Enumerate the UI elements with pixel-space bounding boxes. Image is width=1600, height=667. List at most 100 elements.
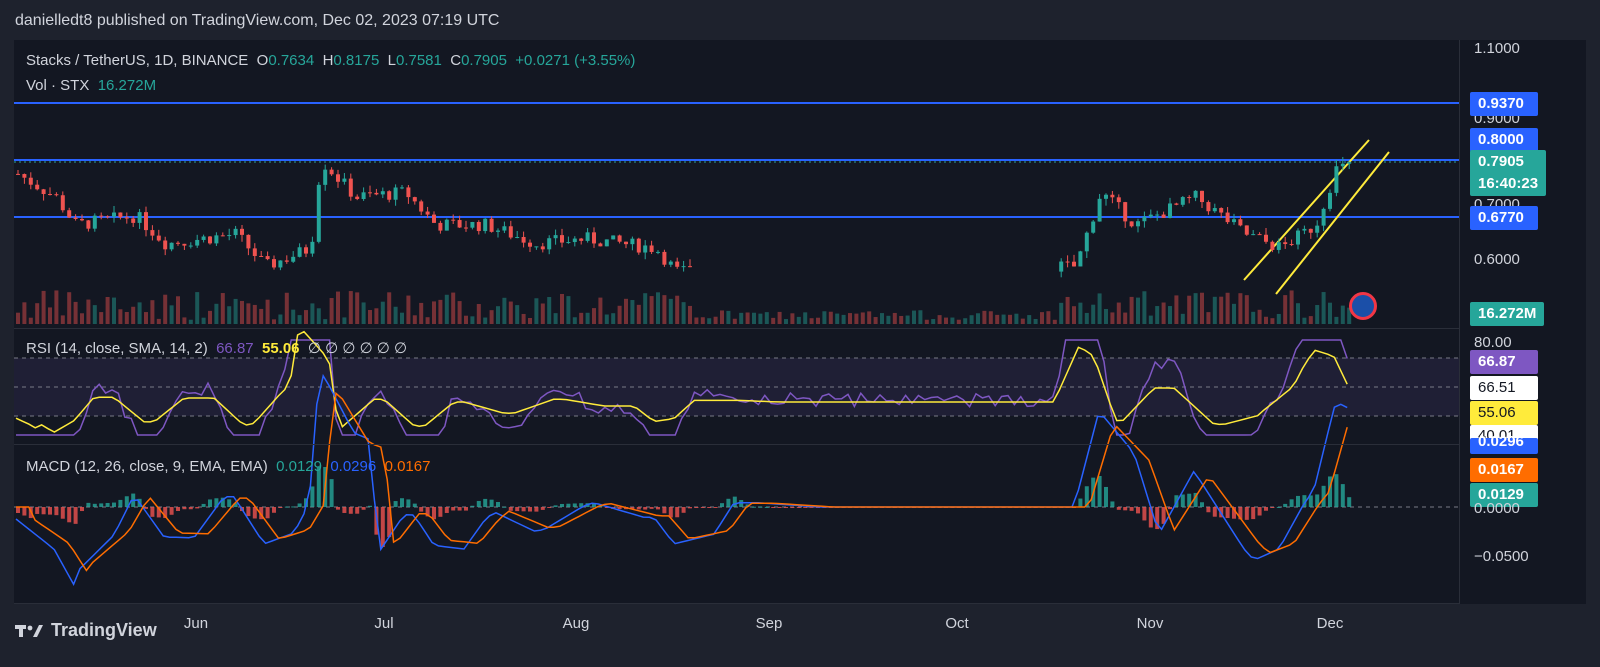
volume-bar [796,316,801,324]
price-badge-0677: 0.6770 [1470,206,1538,230]
macd-hist-bar [1084,486,1089,507]
volume-label[interactable]: Vol · STX [26,77,90,94]
volume-bar [16,312,20,324]
candle-body [137,212,142,223]
volume-bar [982,310,987,324]
volume-bar [99,312,104,324]
candle-body [329,169,334,175]
macd-hist-bar [99,503,104,507]
volume-bar [784,319,788,324]
candle-body [393,187,398,200]
volume-bar [144,312,148,324]
volume-bar [48,307,52,324]
volume-bar [1321,292,1326,324]
macd-hist-bar [1340,484,1345,507]
volume-bar [1072,306,1076,324]
macd-hist-bar [156,507,161,518]
volume-bar [572,317,577,324]
macd-line [15,373,1348,587]
change-value: +0.0271 (+3.55%) [515,52,636,69]
macd-hist-bar [784,507,788,508]
candle-body [675,261,680,267]
candle-body [1161,214,1166,218]
symbol-label[interactable]: Stacks / TetherUS, 1D, BINANCE [26,52,249,69]
macd-hist-bar [316,467,321,507]
candle-body [1308,228,1313,233]
tradingview-footer[interactable]: TradingView [15,620,157,641]
candle-body [1065,261,1070,263]
macd-hist-bar [1174,495,1179,507]
candle-body [412,197,417,202]
macd-hist-bar [1296,495,1300,507]
macd-hist-bar [1180,494,1185,507]
candle-body [67,210,72,218]
plot-area[interactable]: Stacks / TetherUS, 1D, BINANCE O0.7634 H… [14,40,1459,632]
volume-bar [316,308,321,324]
volume-bar [476,304,481,324]
candle-body [598,243,603,247]
macd-label[interactable]: MACD (12, 26, close, 9, EMA, EMA) [26,458,268,475]
volume-bar [323,319,328,324]
volume-bar [35,303,40,324]
candle-body [508,226,513,238]
rsi-sma-badge: 55.06 [1470,401,1538,425]
macd-hist-bar [553,505,558,507]
macd-hist-bar [176,507,180,511]
candle-body [1142,216,1147,222]
chart-container[interactable]: Stacks / TetherUS, 1D, BINANCE O0.7634 H… [14,40,1586,632]
volume-bar [547,297,552,324]
volume-bar [1097,293,1102,324]
price-scale[interactable]: 1.1000 0.9000 0.7000 0.6000 0.9370 0.800… [1459,40,1586,604]
volume-bar [150,300,155,324]
candle-body [1168,203,1172,218]
candle-body [1136,221,1140,227]
macd-hist-bar [227,499,232,507]
macd-hist-bar [188,507,193,510]
macd-hist-bar [16,507,20,513]
ohlc-legend: Stacks / TetherUS, 1D, BINANCE O0.7634 H… [26,52,635,69]
macd-signal-value: 0.0167 [384,458,431,475]
volume-bar [880,313,884,324]
volume-bar [406,295,411,324]
rsi-label[interactable]: RSI (14, close, SMA, 14, 2) [26,340,208,357]
candle-body [265,256,270,260]
macd-hist-bar [604,507,609,508]
volume-bar [92,305,97,324]
volume-bar [1155,306,1160,324]
volume-bar [937,315,942,324]
macd-hist-bar [707,507,712,508]
volume-bar [713,316,718,324]
candle-body [1302,228,1307,231]
volume-bar [1334,316,1339,324]
volume-bar [1046,311,1051,324]
volume-bar [118,309,123,324]
macd-hist-bar [438,507,443,517]
volume-bar [1251,311,1256,324]
volume-bar [944,317,948,324]
volume-bar [752,312,756,324]
macd-hist-bar [118,499,123,507]
candle-body [1187,197,1192,199]
candle-body [1129,221,1134,227]
volume-bar [745,312,750,324]
candle-body [643,245,648,253]
pane-separator-macd[interactable] [14,444,1585,445]
macd-hist-bar [700,507,705,508]
volume-bar [1136,297,1140,324]
macd-hist-bar [534,507,539,512]
candle-body [240,228,244,235]
pane-separator-rsi[interactable] [14,328,1585,329]
candle-body [208,236,212,244]
macd-hist-bar [457,507,462,511]
macd-hist-bar [425,507,430,517]
macd-hist-bar [406,499,411,507]
us-flag-icon[interactable] [1349,292,1377,320]
macd-hist-bar [1097,475,1102,507]
candle-body [227,235,232,237]
time-label-oct: Oct [945,615,969,632]
candle-body [252,248,257,256]
candle-body [1059,261,1064,272]
volume-bar [380,301,385,324]
macd-hist-bar [105,502,110,507]
macd-hist-bar [720,503,724,507]
